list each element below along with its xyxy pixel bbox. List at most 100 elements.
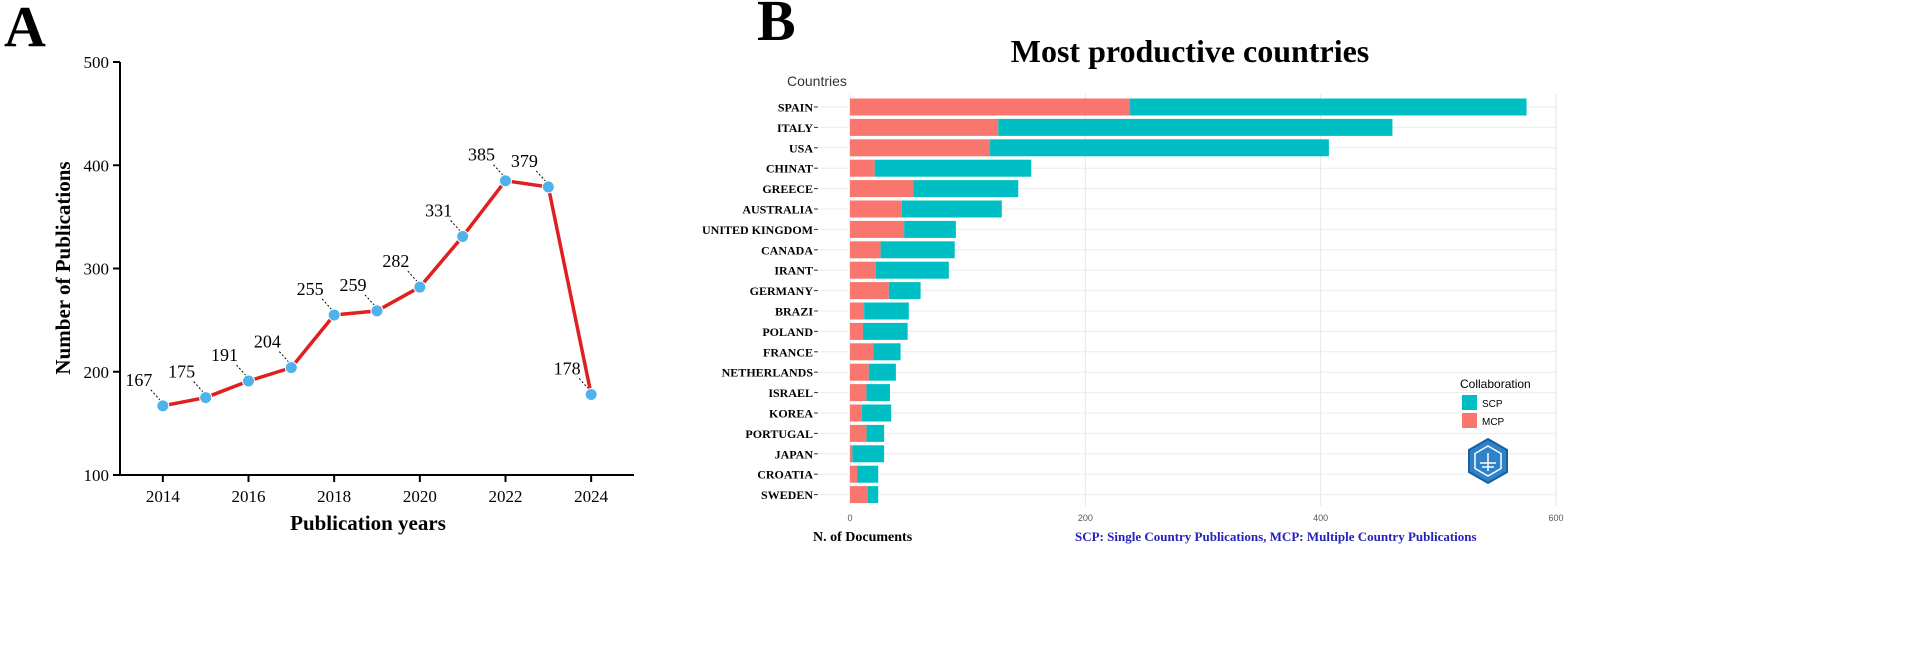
bar-mcp [850,261,876,279]
panel-a-y-axis-label: Number of Publications [51,161,75,374]
category-label: PORTUGAL [745,427,813,441]
category-label: NETHERLANDS [722,366,814,380]
bar-mcp [850,343,874,361]
bar-mcp [850,200,902,218]
bar-scp [868,363,896,381]
data-point [242,374,255,388]
legend-label-scp: SCP [1482,399,1503,410]
panel-b-category-labels: SPAIN ITALY USA CHINAT GREECE AUSTRALIA UNITED… [702,101,818,502]
data-label: 385 [468,145,495,165]
category-label: JAPAN [775,447,814,461]
category-label: GERMANY [750,284,814,298]
data-point [499,174,512,188]
label-leader [450,220,461,231]
bar-mcp [850,139,991,157]
bar-scp [867,486,879,504]
panel-a-y-ticks: 100 200 300 400 500 [84,53,120,485]
category-label: KOREA [769,407,813,421]
data-point [370,304,384,318]
data-label: 282 [382,251,409,271]
category-label: BRAZI [775,305,813,319]
y-tick-label: 100 [84,466,110,485]
bar-mcp [850,302,865,320]
bar-mcp [850,465,858,483]
label-leader [493,164,503,176]
legend-title: Collaboration [1460,377,1531,391]
x-tick-label: 0 [847,513,852,523]
panel-a-letter: A [4,0,46,59]
panel-a-data-labels: 167 175 191 204 255 259 282 331 385 379 178 [125,145,580,390]
panel-a-x-axis-label: Publication years [290,511,446,535]
bar-mcp [850,220,905,238]
bar-scp [862,322,908,340]
data-point [156,399,170,413]
bar-mcp [850,118,999,136]
bar-scp [1130,98,1527,116]
panel-b-bars [850,98,1527,504]
bar-scp [866,424,885,442]
category-label: UNITED KINGDOM [702,223,813,237]
bar-scp [904,220,956,238]
label-leader [150,389,161,401]
x-tick-label: 400 [1313,513,1328,523]
category-label: GREECE [762,182,813,196]
category-label: SPAIN [778,101,813,115]
panel-b-caption: SCP: Single Country Publications, MCP: M… [1075,529,1477,544]
category-label: POLAND [762,325,813,339]
bar-scp [913,180,1019,198]
bar-scp [857,465,879,483]
panel-a-points [156,174,598,413]
data-point [456,229,470,243]
data-point [413,280,427,294]
data-label: 331 [425,200,452,220]
label-leader [364,294,375,306]
panel-b-x-ticks: 0 200 400 600 [847,513,1563,523]
bar-mcp [850,98,1131,116]
panel-a-x-axis: 2014 2016 2018 2020 2022 2024 [120,474,634,506]
bar-scp [866,384,891,402]
legend-swatch-scp [1462,395,1477,410]
bar-mcp [850,241,881,259]
bar-mcp [850,322,863,340]
x-tick-label: 2018 [317,487,351,506]
category-label: CANADA [761,243,813,257]
label-leader [236,364,246,376]
category-label: ITALY [777,121,813,135]
bar-mcp [850,159,875,177]
category-label: FRANCE [763,345,813,359]
label-leader [321,298,332,310]
category-label: CHINAT [766,162,813,176]
bar-mcp [850,363,869,381]
x-tick-label: 200 [1078,513,1093,523]
x-tick-label: 2014 [146,487,181,506]
bar-scp [852,445,885,463]
label-leader [278,351,289,362]
bar-scp [864,302,909,320]
bar-scp [880,241,955,259]
panel-b-legend: Collaboration SCP MCP [1460,377,1531,428]
x-tick-label: 600 [1548,513,1563,523]
x-tick-label: 2022 [489,487,523,506]
data-label: 178 [554,358,581,378]
data-point [541,180,555,194]
x-tick-label: 2020 [403,487,437,506]
bar-scp [888,282,921,300]
y-tick-label: 400 [84,156,110,175]
panel-a-x-ticks: 2014 2016 2018 2020 2022 2024 [146,475,609,506]
data-label: 259 [340,275,367,295]
bar-mcp [850,424,867,442]
label-leader [535,170,546,182]
panel-b-title: Most productive countries [1011,33,1369,69]
category-label: AUSTRALIA [742,203,813,217]
logo-icon [1468,437,1508,485]
bar-mcp [850,282,889,300]
data-label: 175 [168,362,195,382]
y-tick-label: 300 [84,260,110,279]
data-label: 379 [511,151,538,171]
category-label: CROATIA [757,468,813,482]
category-label: ISRAEL [768,386,813,400]
panel-b-y-axis-label: Countries [787,73,847,89]
bar-mcp [850,445,853,463]
panel-b-x-axis-label: N. of Documents [813,530,913,545]
